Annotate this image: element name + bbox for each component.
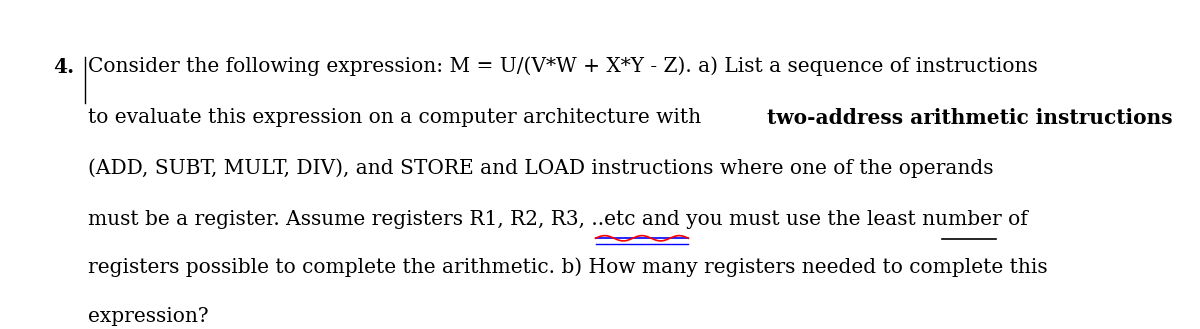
Text: Consider the following expression: M = U/(V*W + X*Y - Z). a) List a sequence of : Consider the following expression: M = U… bbox=[88, 57, 1038, 76]
Text: must be a register. Assume registers R1, R2, R3, ..etc and you must use the leas: must be a register. Assume registers R1,… bbox=[88, 210, 1027, 229]
Text: R3, ..etc: R3, ..etc bbox=[88, 210, 173, 229]
Text: least: least bbox=[88, 210, 137, 229]
Text: must be a register. Assume registers R1, R2, R3, ..etc and you must use the: must be a register. Assume registers R1,… bbox=[88, 210, 866, 229]
Text: must be a register. Assume registers R1, R2,: must be a register. Assume registers R1,… bbox=[88, 210, 551, 229]
Text: expression?: expression? bbox=[88, 307, 209, 326]
Text: registers possible to complete the arithmetic. b) How many registers needed to c: registers possible to complete the arith… bbox=[88, 258, 1048, 277]
Text: two-address arithmetic instructions: two-address arithmetic instructions bbox=[768, 108, 1174, 128]
Text: to evaluate this expression on a computer architecture with: to evaluate this expression on a compute… bbox=[88, 108, 707, 127]
Text: 4.: 4. bbox=[53, 57, 74, 77]
Text: (ADD, SUBT, MULT, DIV), and STORE and LOAD instructions where one of the operand: (ADD, SUBT, MULT, DIV), and STORE and LO… bbox=[88, 159, 994, 178]
